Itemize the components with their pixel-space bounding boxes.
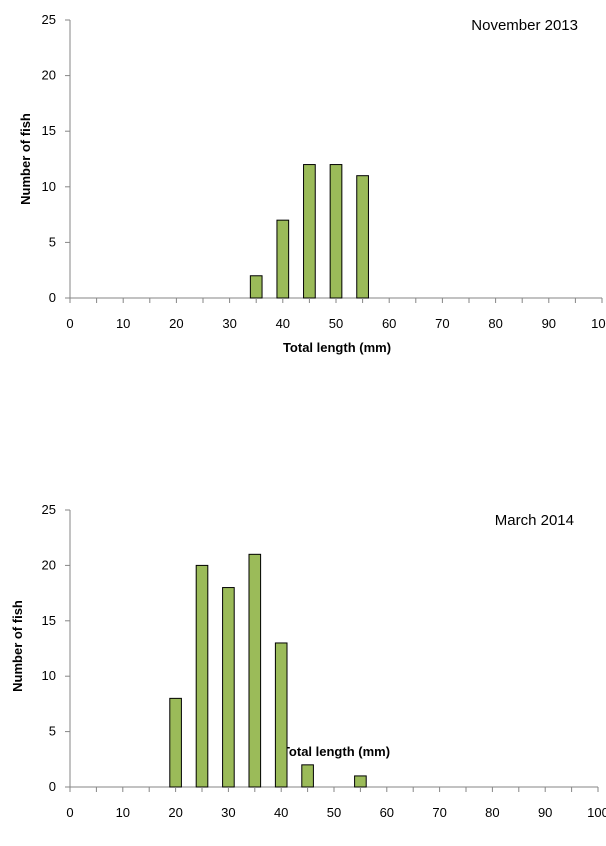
x-tick-label: 50	[327, 805, 341, 820]
x-tick-label: 90	[538, 805, 552, 820]
y-tick-label: 15	[42, 123, 56, 138]
x-tick-label: 40	[274, 805, 288, 820]
bar	[301, 764, 314, 788]
x-tick-label: 40	[276, 316, 290, 331]
y-tick-label: 15	[42, 613, 56, 628]
x-tick-label: 60	[382, 316, 396, 331]
y-tick-label: 10	[42, 179, 56, 194]
panel-title: March 2014	[495, 512, 574, 529]
x-tick-label: 70	[435, 316, 449, 331]
bar	[169, 697, 182, 788]
x-axis-title: Total length (mm)	[283, 340, 391, 355]
panel-title: November 2013	[471, 17, 578, 34]
y-tick-label: 0	[49, 779, 56, 794]
chart-november-2013: November 2013 Number of fish Total lengt…	[18, 12, 606, 355]
bar	[249, 275, 263, 299]
x-tick-label: 100	[591, 316, 606, 331]
x-tick-label: 30	[222, 316, 236, 331]
x-tick-label: 80	[485, 805, 499, 820]
bar	[195, 564, 209, 788]
bar	[356, 175, 369, 299]
x-tick-label: 10	[116, 316, 130, 331]
x-tick-label: 60	[380, 805, 394, 820]
y-tick-label: 5	[49, 724, 56, 739]
bar	[274, 642, 288, 788]
bar	[248, 553, 262, 788]
x-tick-label: 80	[488, 316, 502, 331]
y-tick-label: 20	[42, 68, 56, 83]
x-tick-label: 50	[329, 316, 343, 331]
x-tick-label: 0	[66, 316, 73, 331]
y-axis-title: Number of fish	[18, 113, 33, 205]
x-tick-label: 10	[116, 805, 130, 820]
y-tick-label: 25	[42, 502, 56, 517]
bar	[222, 587, 235, 788]
bar	[276, 219, 290, 299]
bar	[303, 164, 316, 299]
bar	[329, 164, 343, 299]
y-tick-label: 5	[49, 234, 56, 249]
x-tick-label: 20	[168, 805, 182, 820]
x-axis-title: Total length (mm)	[282, 744, 390, 759]
y-tick-label: 0	[49, 290, 56, 305]
bar	[354, 775, 367, 788]
x-tick-label: 90	[542, 316, 556, 331]
x-tick-label: 70	[432, 805, 446, 820]
y-tick-label: 10	[42, 668, 56, 683]
x-tick-label: 30	[221, 805, 235, 820]
x-tick-label: 100	[587, 805, 606, 820]
y-tick-label: 25	[42, 12, 56, 27]
chart-march-2014: March 2014 Number of fish Total length (…	[10, 502, 606, 820]
y-tick-label: 20	[42, 557, 56, 572]
x-tick-label: 20	[169, 316, 183, 331]
y-axis-title: Number of fish	[10, 600, 25, 692]
x-tick-label: 0	[66, 805, 73, 820]
